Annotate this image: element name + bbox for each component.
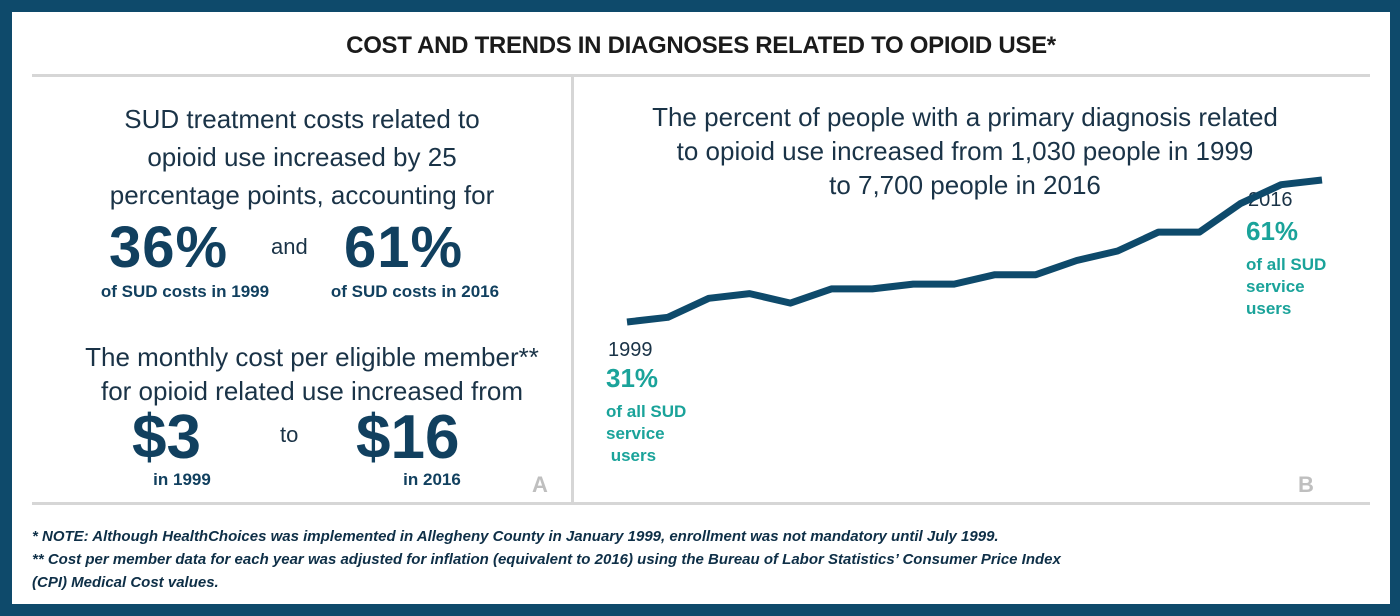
panel-letter-a: A — [532, 472, 548, 497]
intro-line: percentage points, accounting for — [109, 180, 495, 210]
start-desc-line: service — [606, 424, 665, 443]
end-desc-line: service — [1246, 277, 1305, 296]
infographic-panel: COST AND TRENDS IN DIAGNOSES RELATED TO … — [12, 12, 1390, 604]
footnote-1: * NOTE: Although HealthChoices was imple… — [32, 528, 999, 545]
title-divider — [32, 74, 1370, 77]
intro-line: SUD treatment costs related to — [124, 104, 480, 134]
pct-1999-label: of SUD costs in 1999 — [100, 282, 270, 301]
cost-2016-label: in 2016 — [403, 470, 461, 489]
panel-letter-b: B — [1298, 472, 1314, 497]
infographic-title: COST AND TRENDS IN DIAGNOSES RELATED TO … — [346, 32, 1056, 59]
cost-1999: $3 — [132, 403, 201, 472]
footnote-3: (CPI) Medical Cost values. — [32, 574, 219, 591]
start-desc: of all SUD service users — [606, 401, 686, 467]
headline-line: The percent of people with a primary dia… — [652, 102, 1278, 132]
diagnosis-headline: The percent of people with a primary dia… — [594, 100, 1336, 202]
end-desc-line: of all SUD — [1246, 255, 1327, 274]
top-strip — [0, 0, 1400, 12]
pct-1999: 36% — [109, 215, 229, 280]
headline-line: to opioid use increased from 1,030 peopl… — [676, 136, 1254, 166]
series-line — [626, 176, 1323, 326]
cost-2016: $16 — [356, 403, 460, 472]
end-desc: of all SUD service users — [1246, 254, 1326, 320]
to-word: to — [280, 422, 299, 447]
monthly-line: for opioid related use increased from — [100, 376, 523, 406]
intro-line: opioid use increased by 25 — [147, 142, 457, 172]
pct-2016-label: of SUD costs in 2016 — [330, 282, 500, 301]
monthly-cost-text: The monthly cost per eligible member** f… — [32, 340, 592, 408]
headline-line: to 7,700 people in 2016 — [829, 170, 1101, 200]
end-desc-line: users — [1246, 299, 1292, 318]
pct-2016: 61% — [344, 215, 464, 280]
sud-cost-intro: SUD treatment costs related to opioid us… — [42, 100, 562, 214]
start-desc-line: of all SUD — [606, 402, 687, 421]
cost-1999-label: in 1999 — [153, 470, 211, 489]
start-pct: 31% — [606, 363, 659, 393]
trend-line-chart — [626, 176, 1323, 326]
panel-divider — [571, 76, 574, 504]
end-pct: 61% — [1246, 216, 1299, 246]
bottom-divider — [32, 502, 1370, 505]
start-year-label: 1999 — [608, 339, 653, 361]
and-word: and — [271, 234, 308, 259]
footnote-2: ** Cost per member data for each year wa… — [32, 551, 1061, 568]
monthly-line: The monthly cost per eligible member** — [85, 342, 539, 372]
start-desc-line: users — [606, 446, 657, 465]
